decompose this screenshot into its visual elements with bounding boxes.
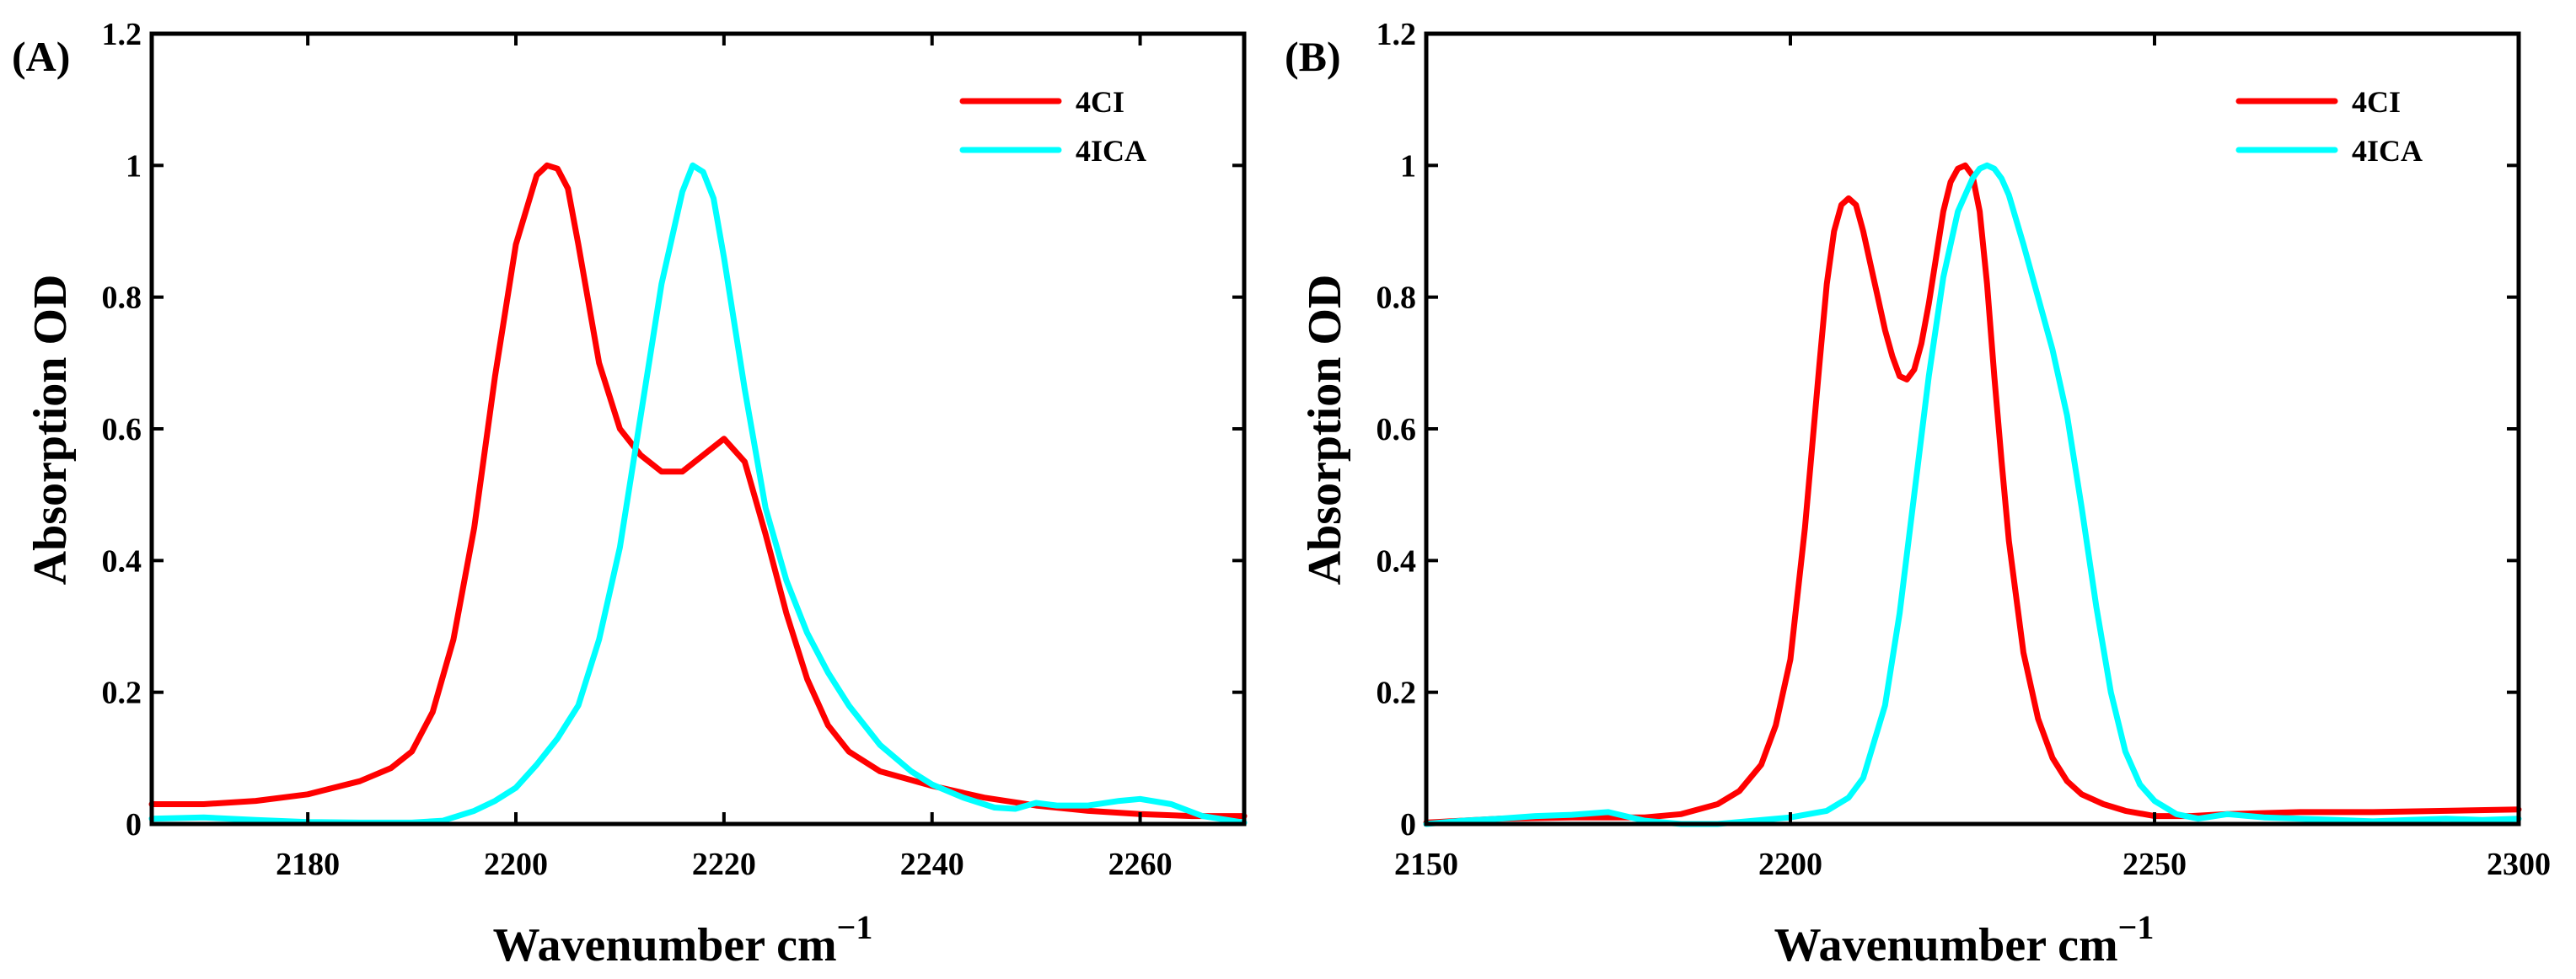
x-axis-label-superscript-a: −1 <box>837 908 873 946</box>
x-tick-label-a: 2240 <box>900 847 964 882</box>
y-tick-label-a: 0.2 <box>102 676 142 711</box>
y-tick-label-a: 1 <box>126 148 142 184</box>
y-tick-label-b: 0.8 <box>1377 281 1417 316</box>
x-axis-label-text-a: Wavenumber cm <box>493 919 837 971</box>
x-tick-label-a: 2200 <box>484 847 548 882</box>
panel-label-a: (A) <box>12 33 70 80</box>
y-tick-label-a: 0.8 <box>102 281 142 316</box>
x-tick-label-b: 2150 <box>1394 847 1458 882</box>
series-line-4ica-a <box>148 162 1248 826</box>
legend-label-4ica-b: 4ICA <box>2352 134 2423 168</box>
y-tick-label-a: 0.6 <box>102 412 142 447</box>
series-line-4ica-b <box>1423 162 2522 827</box>
panel-b: (B) 2150 2200 2250 2300 0 0.2 0.4 0.6 0.8 1 1.2 4CI… <box>1285 17 2551 971</box>
legend-label-4ci-a: 4CI <box>1076 85 1124 119</box>
plot-area-a: 2180 2200 2220 2240 2260 0 0.2 0.4 0.6 0.8 1 1.2 4CI… <box>102 17 1248 882</box>
y-tick-label-a: 1.2 <box>102 17 142 52</box>
x-axis-label-superscript-b: −1 <box>2118 908 2155 946</box>
series-line-4ci-a <box>148 162 1248 820</box>
y-tick-label-b: 1 <box>1400 148 1416 184</box>
y-tick-label-a: 0.4 <box>102 543 142 579</box>
y-tick-label-b: 0.2 <box>1377 676 1417 711</box>
panel-a: (A) 2180 2200 2220 2240 2260 0 0.2 0.4 0.6 0.8 1 1.… <box>12 17 1248 971</box>
x-axis-label-b: Wavenumber cm−1 <box>1774 908 2155 971</box>
y-tick-label-b: 0.4 <box>1377 543 1417 579</box>
x-tick-label-b: 2250 <box>2123 847 2187 882</box>
x-axis-label-a: Wavenumber cm−1 <box>493 908 873 971</box>
plot-area-b: 2150 2200 2250 2300 0 0.2 0.4 0.6 0.8 1 1.2 4CI 4ICA <box>1377 17 2552 882</box>
x-axis-label-text-b: Wavenumber cm <box>1774 919 2118 971</box>
y-tick-label-b: 0.6 <box>1377 412 1417 447</box>
y-tick-label-a: 0 <box>126 807 142 843</box>
y-tick-label-b: 1.2 <box>1377 17 1417 52</box>
y-axis-label-b: Absorption OD <box>1299 275 1351 586</box>
x-tick-label-b: 2200 <box>1758 847 1822 882</box>
x-tick-label-b: 2300 <box>2487 847 2551 882</box>
series-line-4ci-b <box>1423 162 2522 826</box>
x-tick-label-a: 2260 <box>1108 847 1173 882</box>
x-tick-label-a: 2220 <box>692 847 756 882</box>
legend-label-4ica-a: 4ICA <box>1076 134 1146 168</box>
panel-label-b: (B) <box>1285 33 1341 80</box>
legend-label-4ci-b: 4CI <box>2352 85 2401 119</box>
y-tick-label-b: 0 <box>1400 807 1416 843</box>
y-axis-label-a: Absorption OD <box>24 275 77 586</box>
x-tick-label-a: 2180 <box>276 847 340 882</box>
